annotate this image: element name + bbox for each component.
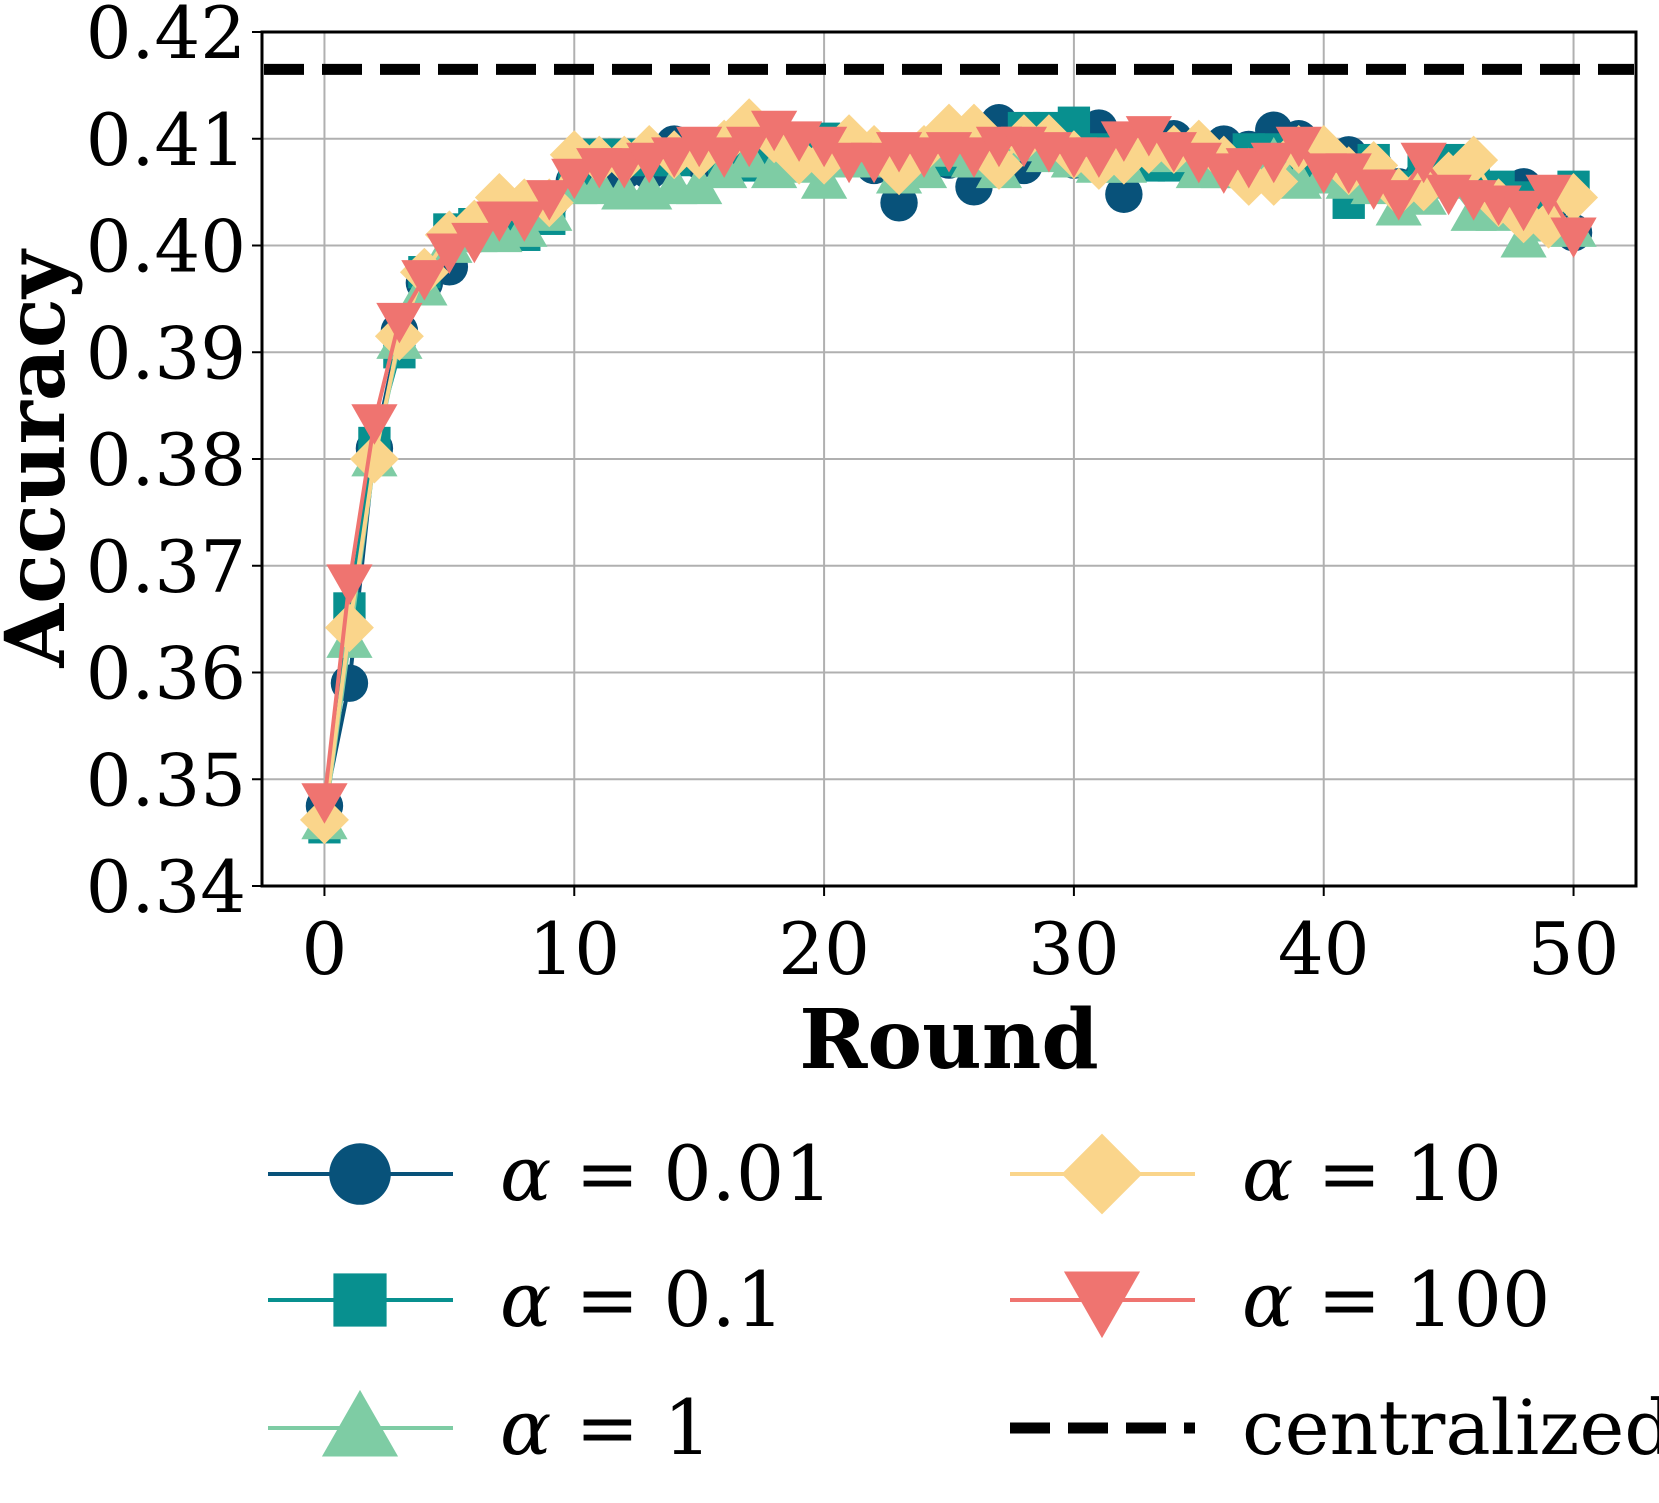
legend-entry: centralized (1010, 1383, 1659, 1472)
data-point (451, 222, 498, 264)
data-point (351, 404, 398, 445)
legend-marker (1061, 1133, 1143, 1215)
series-layer (299, 98, 1599, 845)
legend-entry: α = 10 (1010, 1129, 1502, 1218)
y-axis-ticks: 0.34 0.35 0.36 0.37 0.38 0.39 0.40 0.41 0.42 (86, 0, 262, 929)
data-point (924, 103, 974, 153)
data-point (950, 137, 998, 178)
data-point (376, 302, 423, 344)
data-point (1175, 142, 1222, 184)
legend-label: centralized (1242, 1383, 1659, 1472)
data-point (1550, 217, 1597, 258)
data-point (726, 126, 773, 168)
data-point (701, 137, 748, 178)
legend-entry: α = 100 (1010, 1255, 1550, 1344)
y-tick-label: 0.35 (86, 738, 246, 822)
data-point (501, 201, 548, 242)
data-point (1400, 142, 1447, 184)
data-point (1375, 180, 1422, 221)
y-tick-label: 0.37 (86, 525, 246, 609)
legend-label: α = 100 (1242, 1255, 1550, 1344)
legend-entry: α = 1 (268, 1383, 712, 1472)
data-point (1525, 174, 1572, 216)
x-tick-label: 50 (1528, 907, 1620, 991)
data-point (850, 142, 898, 184)
data-point (1125, 116, 1172, 157)
data-point (676, 163, 723, 205)
data-point (349, 434, 399, 484)
y-tick-label: 0.34 (86, 845, 246, 929)
x-axis-ticks: 0 10 20 30 40 50 (302, 886, 1620, 991)
x-axis-label: Round (799, 992, 1098, 1088)
y-tick-label: 0.36 (86, 632, 246, 716)
data-point (651, 137, 698, 178)
legend-marker (333, 1273, 387, 1327)
data-point (426, 233, 473, 274)
data-point (751, 110, 798, 152)
x-tick-label: 0 (302, 907, 348, 991)
legend-entry: α = 0.01 (268, 1129, 833, 1218)
data-point (551, 158, 598, 200)
data-point (1449, 135, 1499, 185)
y-tick-label: 0.39 (86, 311, 246, 395)
legend-entry: α = 0.1 (268, 1255, 784, 1344)
data-point (1105, 175, 1143, 213)
data-point (401, 260, 448, 301)
data-point (526, 180, 573, 221)
legend-label: α = 0.01 (500, 1129, 833, 1218)
data-point (1500, 190, 1547, 232)
x-tick-label: 30 (1028, 907, 1120, 991)
x-tick-label: 10 (528, 907, 620, 991)
y-axis-label: Accuracy (0, 248, 84, 668)
legend: α = 0.01 α = 0.1 α = 1 α = 10 α = 100 central… (268, 1129, 1659, 1472)
legend-label: α = 1 (500, 1383, 712, 1472)
data-point (1150, 132, 1197, 173)
data-point (549, 130, 599, 180)
data-point (326, 564, 373, 605)
y-tick-label: 0.41 (86, 98, 246, 182)
x-tick-label: 20 (778, 907, 870, 991)
y-tick-label: 0.38 (86, 418, 246, 502)
data-point (1325, 153, 1372, 194)
data-point (676, 126, 723, 168)
data-point (949, 103, 999, 153)
data-point (301, 783, 348, 824)
legend-marker (329, 1143, 391, 1205)
data-point (324, 603, 374, 653)
data-point (1275, 126, 1322, 168)
x-tick-label: 40 (1278, 907, 1370, 991)
legend-marker (1063, 1271, 1141, 1339)
legend-marker (321, 1389, 399, 1457)
data-point (1075, 137, 1123, 178)
legend-label: α = 0.1 (500, 1255, 784, 1344)
y-tick-label: 0.40 (86, 205, 246, 289)
data-point (1350, 169, 1397, 210)
data-point (800, 126, 848, 168)
y-tick-label: 0.42 (86, 0, 246, 75)
series-4 (301, 110, 1597, 824)
data-point (1250, 142, 1297, 184)
legend-label: α = 10 (1242, 1129, 1502, 1218)
